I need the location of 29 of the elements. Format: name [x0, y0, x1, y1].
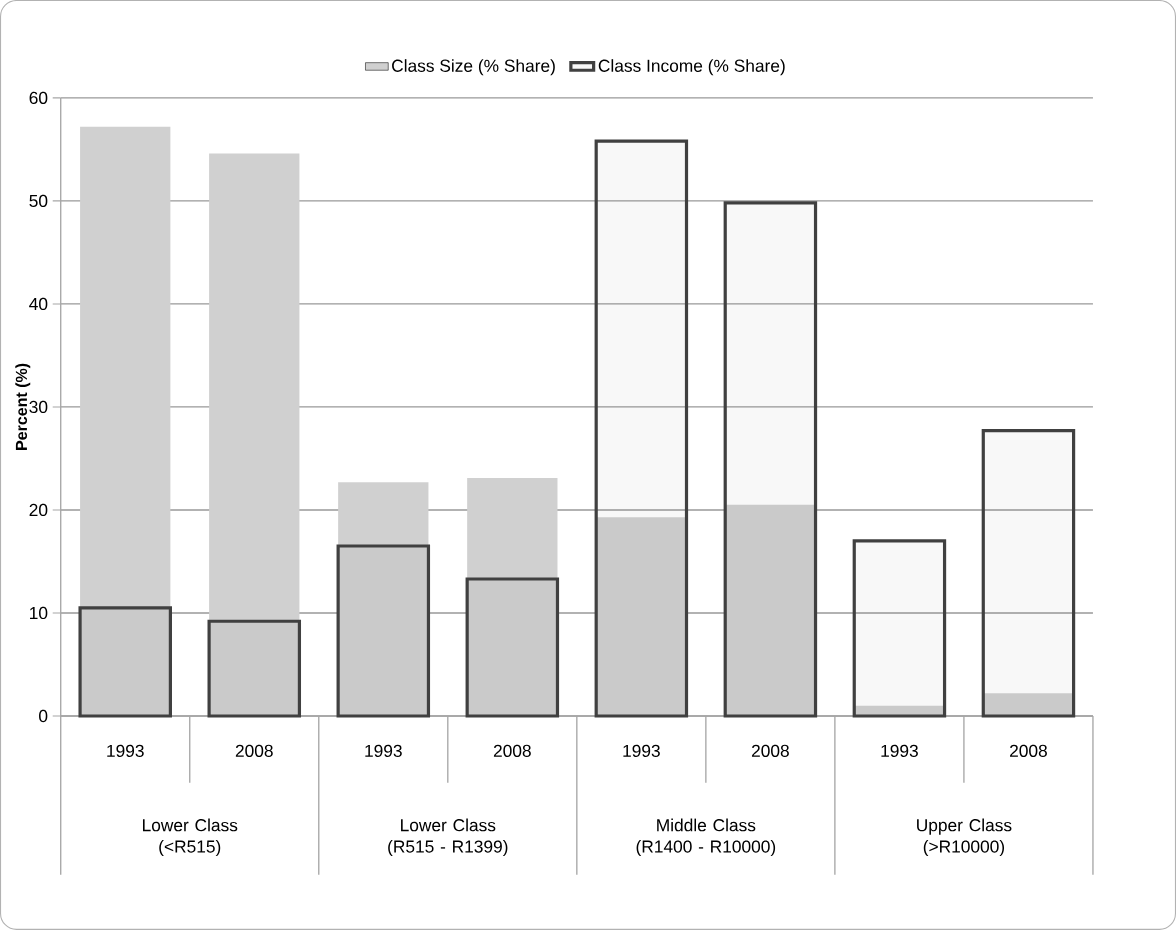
- bar: [725, 504, 816, 717]
- y-tick-label: 60: [29, 91, 48, 105]
- y-tick-label: 50: [29, 194, 48, 208]
- y-tick-label: 30: [29, 400, 48, 414]
- x-tick-label: 1993: [107, 744, 144, 758]
- text: Lower Class (<R515): [142, 818, 238, 857]
- y-tick-label: 20: [29, 503, 48, 517]
- x-tick-label: 2008: [1010, 744, 1047, 758]
- bar: [596, 517, 687, 717]
- bar: [80, 126, 171, 717]
- y-tick-label: 0: [39, 709, 48, 723]
- x-tick-label: 1993: [365, 744, 402, 758]
- bar: [467, 478, 558, 717]
- x-tick-label: 2008: [493, 744, 531, 758]
- bar: [338, 482, 429, 717]
- y-tick-label: 40: [29, 297, 48, 311]
- x-tick-label: 2008: [751, 744, 789, 758]
- x-tick-label: 2008: [235, 744, 273, 758]
- bar: [854, 705, 945, 717]
- y-tick-label: 10: [30, 606, 48, 620]
- text: Lower Class (R515 - R1399): [388, 818, 508, 857]
- legend-label: Class Size (% Share): [392, 59, 555, 76]
- bar: [209, 153, 300, 717]
- text: Middle Class (R1400 - R10000): [636, 818, 776, 857]
- legend-label: Class Income (% Share): [598, 59, 785, 76]
- x-tick-label: 1993: [623, 744, 660, 758]
- text: Upper Class (>R10000): [917, 818, 1012, 857]
- x-tick-label: 1993: [881, 744, 918, 758]
- bar: [983, 693, 1074, 717]
